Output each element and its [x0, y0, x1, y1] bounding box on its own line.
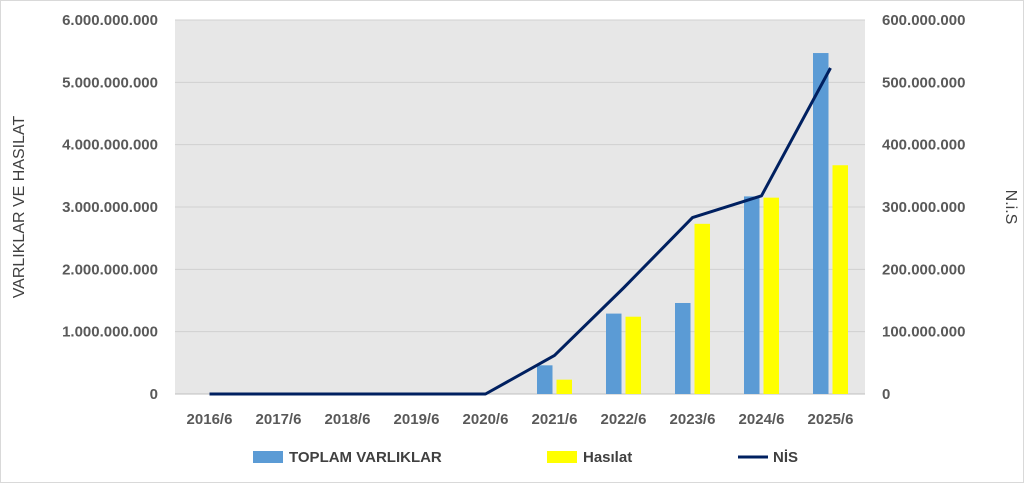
bar-revenue-2021-6 — [556, 379, 572, 394]
x-tick-label: 2021/6 — [532, 411, 578, 428]
left-tick-label: 0 — [150, 386, 158, 403]
left-axis-ticks: 0 1.000.000.000 2.000.000.000 3.000.000.000… — [62, 12, 158, 403]
left-tick-label: 5.000.000.000 — [62, 74, 158, 91]
left-tick-label: 1.000.000.000 — [62, 324, 158, 341]
x-tick-label: 2016/6 — [187, 411, 233, 428]
left-tick-label: 3.000.000.000 — [62, 199, 158, 216]
x-tick-label: 2023/6 — [670, 411, 716, 428]
legend-label-nis: NİS — [773, 449, 798, 466]
right-tick-label: 0 — [882, 386, 890, 403]
bar-revenue-2025-6 — [832, 165, 848, 394]
right-tick-label: 100.000.000 — [882, 324, 965, 341]
left-tick-label: 2.000.000.000 — [62, 261, 158, 278]
right-tick-label: 200.000.000 — [882, 261, 965, 278]
legend-label-total-assets: TOPLAM VARLIKLAR — [289, 449, 442, 466]
legend-swatch-revenue — [547, 451, 577, 463]
bars — [537, 53, 848, 394]
right-tick-label: 500.000.000 — [882, 74, 965, 91]
bar-total-assets-2025-6 — [813, 53, 829, 394]
x-tick-label: 2017/6 — [256, 411, 302, 428]
x-tick-label: 2018/6 — [325, 411, 371, 428]
x-tick-label: 2022/6 — [601, 411, 647, 428]
bar-revenue-2023-6 — [694, 223, 710, 394]
right-axis-title: N.i.S — [1002, 190, 1019, 225]
legend-swatch-total-assets — [253, 451, 283, 463]
bar-revenue-2024-6 — [763, 197, 779, 394]
left-axis-title: VARLIKLAR VE HASILAT — [11, 115, 28, 298]
x-tick-label: 2025/6 — [808, 411, 854, 428]
nis-line — [209, 67, 832, 396]
x-tick-label: 2019/6 — [394, 411, 440, 428]
bar-total-assets-2023-6 — [675, 302, 691, 394]
x-axis-ticks: 2016/6 2017/6 2018/6 2019/6 2020/6 2021/6 2022… — [187, 411, 854, 428]
right-tick-label: 600.000.000 — [882, 12, 965, 29]
right-tick-label: 300.000.000 — [882, 199, 965, 216]
bar-total-assets-2021-6 — [537, 365, 553, 394]
legend-label-revenue: Hasılat — [583, 449, 632, 466]
right-axis-ticks: 0 100.000.000 200.000.000 300.000.000 400.00… — [882, 12, 965, 403]
x-tick-label: 2024/6 — [739, 411, 785, 428]
bar-total-assets-2022-6 — [606, 313, 622, 394]
left-tick-label: 6.000.000.000 — [62, 12, 158, 29]
right-tick-label: 400.000.000 — [882, 137, 965, 154]
bar-total-assets-2024-6 — [744, 196, 760, 394]
left-tick-label: 4.000.000.000 — [62, 137, 158, 154]
line-series — [209, 67, 832, 396]
legend: TOPLAM VARLIKLAR Hasılat NİS — [253, 449, 798, 466]
x-tick-label: 2020/6 — [463, 411, 509, 428]
bar-revenue-2022-6 — [625, 316, 641, 394]
